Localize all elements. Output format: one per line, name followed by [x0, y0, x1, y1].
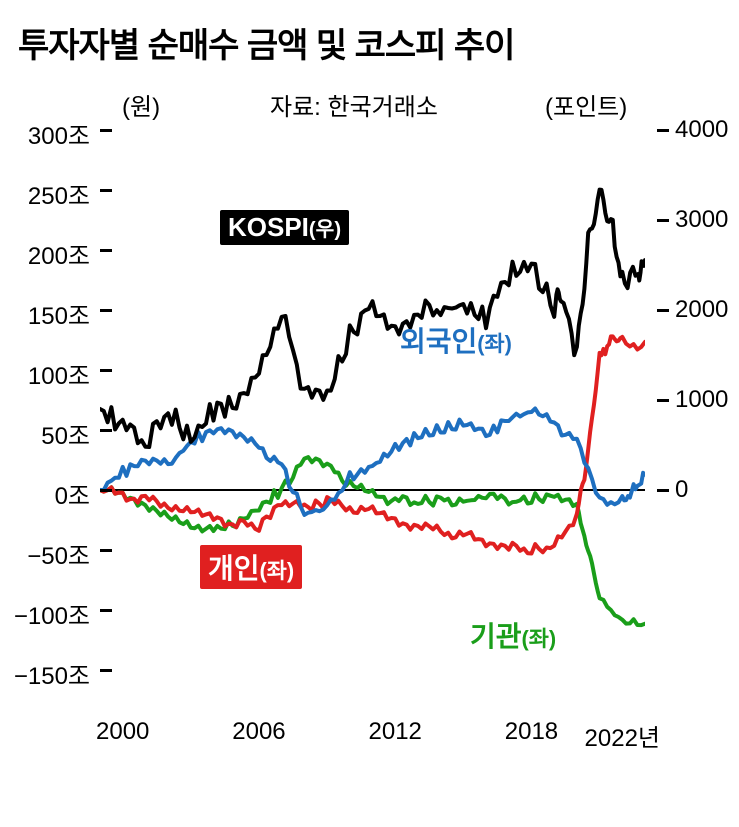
series-line-individual: [100, 336, 645, 553]
y-left-tick-label: −150조: [5, 656, 90, 691]
y-left-tick-label: 0조: [5, 476, 90, 511]
y-left-tick-label: 100조: [5, 356, 90, 391]
series-line-kospi: [100, 190, 645, 447]
x-tick-label: 2018: [505, 718, 558, 746]
y-left-tick-label: −100조: [5, 596, 90, 631]
right-axis-unit: (포인트): [545, 87, 627, 122]
y-left-tick-label: −50조: [5, 536, 90, 571]
y-left-tick-label: 50조: [5, 416, 90, 451]
series-label-individual: 개인(좌): [200, 545, 302, 589]
y-right-tick-label: 4000: [675, 116, 728, 144]
x-tick-label: 2012: [369, 718, 422, 746]
y-right-tick-label: 0: [675, 476, 688, 504]
y-right-tick-label: 3000: [675, 206, 728, 234]
x-tick-label: 2000: [96, 718, 149, 746]
series-line-institution: [100, 457, 645, 625]
chart-svg: [100, 130, 645, 700]
x-tick-label: 2006: [232, 718, 285, 746]
chart-plot-area: [100, 130, 645, 700]
x-tick-label: 2022년: [585, 718, 660, 753]
y-left-tick-label: 300조: [5, 116, 90, 151]
left-axis-unit: (원): [122, 87, 160, 122]
y-right-tick-label: 1000: [675, 386, 728, 414]
y-left-tick-label: 200조: [5, 236, 90, 271]
chart-title: 투자자별 순매수 금액 및 코스피 추이: [0, 0, 739, 67]
y-left-tick-label: 150조: [5, 296, 90, 331]
y-left-tick-label: 250조: [5, 176, 90, 211]
series-label-institution: 기관(좌): [470, 615, 556, 655]
y-right-tick-label: 2000: [675, 296, 728, 324]
series-label-kospi: KOSPI(우): [220, 210, 349, 245]
source-label: 자료: 한국거래소: [270, 87, 438, 122]
series-label-foreigner: 외국인(좌): [400, 320, 512, 360]
